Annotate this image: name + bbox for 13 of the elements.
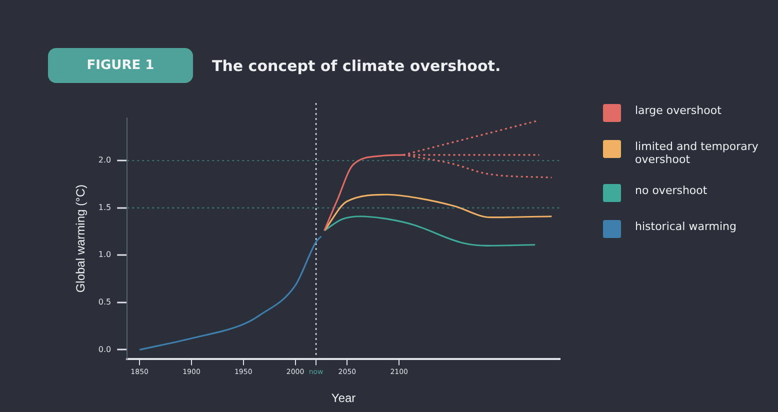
y-tick-label: 1.0 <box>98 250 112 260</box>
legend-label: limited and temporary overshoot <box>635 140 760 166</box>
legend-label: large overshoot <box>635 104 722 117</box>
caption: FIGURE 1 <box>48 48 193 83</box>
y-tick-label: 0.0 <box>98 344 112 354</box>
y-tick-label: 2.0 <box>98 156 112 165</box>
x-axis-title: Year <box>331 391 356 406</box>
y-axis-title: Global warming (°C) <box>74 184 88 293</box>
y-tick-label: 0.5 <box>98 298 112 307</box>
chart-title: The concept of climate overshoot. <box>212 57 501 75</box>
y-tick-label: 1.5 <box>98 202 112 212</box>
legend-label: historical warming <box>635 220 737 233</box>
legend-label: no overshoot <box>635 184 708 197</box>
